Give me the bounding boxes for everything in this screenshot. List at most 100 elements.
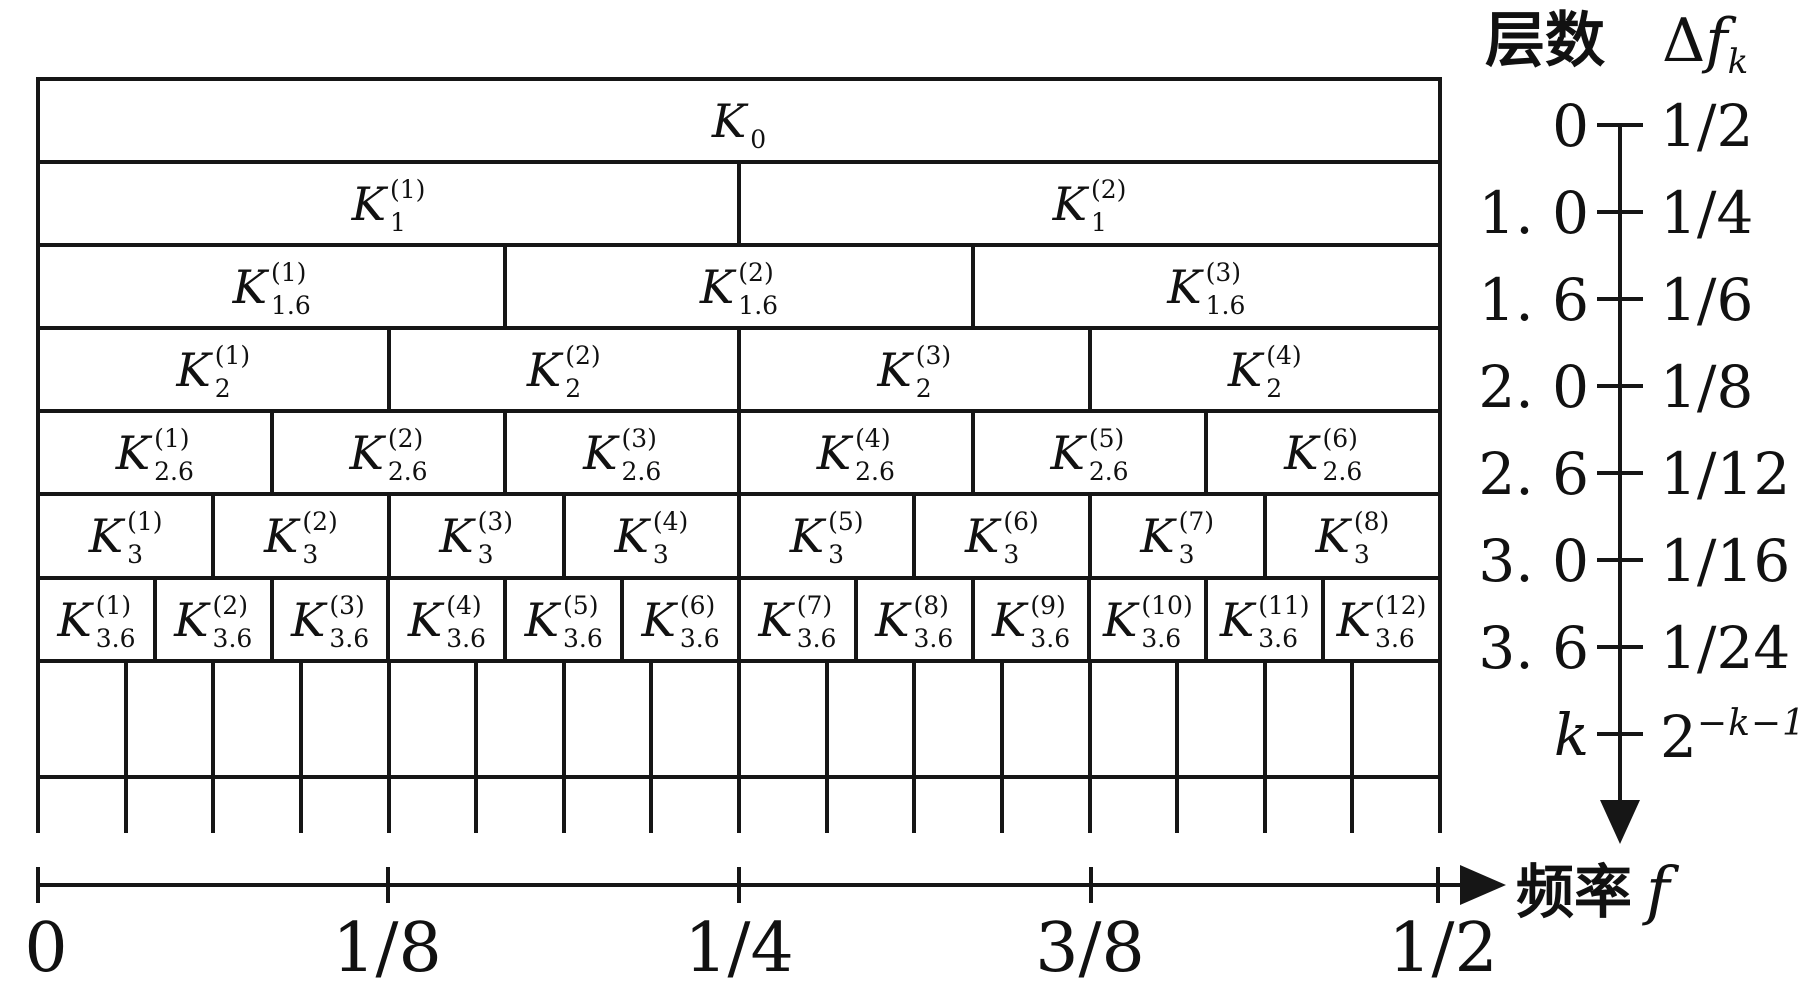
cell-K3.6-9: K (9) 3.6 <box>975 580 1092 659</box>
cell-superscript: (1) <box>127 507 163 536</box>
layer-tick-label: 0 <box>1552 92 1589 160</box>
k-scripts: (3) 1.6 <box>1206 260 1246 318</box>
grid-row-K1.6: K (1) 1.6 K (2) 1.6 K (3) 1.6 <box>36 243 1442 326</box>
cell-superscript: (3) <box>621 423 657 453</box>
grid-row-continuation-unlabeled <box>36 775 1442 833</box>
k-scripts: (3) 2 <box>916 343 951 401</box>
cell-K3-7: K (7) 3 <box>1092 496 1267 576</box>
subband-label: K (1) 2.6 <box>115 424 194 484</box>
k-symbol: K <box>291 592 326 647</box>
k-symbol: K <box>1227 342 1263 397</box>
k-symbol: K <box>349 425 384 480</box>
tick-mark <box>1597 123 1643 127</box>
cell-unlabeled <box>1179 779 1267 833</box>
k-symbol: K <box>1050 425 1085 480</box>
cell-superscript: (10) <box>1141 590 1193 620</box>
subband-label: K (3) 2 <box>877 341 951 401</box>
cell-K3.6-7: K (7) 3.6 <box>741 580 858 659</box>
k-symbol: K <box>524 592 560 647</box>
grid-row-K2.6: K (1) 2.6 K (2) 2.6 K (3) 2.6 K (4) 2.6 K (5) 2.6 K (6) 2… <box>36 409 1443 492</box>
k-symbol: K <box>1219 592 1255 647</box>
subband-label: K (5) 2.6 <box>1050 423 1128 484</box>
cell-superscript: (5) <box>828 507 864 536</box>
cell-superscript: (5) <box>1088 423 1125 453</box>
k-scripts: (4) 2.6 <box>855 426 895 484</box>
bandwidth-value: 1/4 <box>1660 179 1754 247</box>
down-arrowhead-icon <box>1600 800 1640 844</box>
k-symbol: K <box>351 176 386 231</box>
frequency-axis-title-cn: 频率 <box>1516 858 1633 926</box>
cell-superscript: (1) <box>270 257 307 287</box>
k-scripts: (1) 2 <box>215 343 250 401</box>
k-symbol: K <box>875 592 910 647</box>
k-symbol: K <box>583 425 618 480</box>
k-symbol: K <box>1052 176 1087 231</box>
layer-axis-title: 层数 <box>1485 6 1605 76</box>
subband-label: K (1) 2 <box>176 341 250 401</box>
k-scripts: (6) 2.6 <box>1323 426 1363 484</box>
cell-K3-1: K (1) 3 <box>40 496 216 576</box>
frequency-tick-label: 3/8 <box>1035 909 1145 987</box>
cell-superscript: (6) <box>1322 423 1358 453</box>
tick-mark <box>1597 384 1643 388</box>
k-symbol: K <box>789 509 825 563</box>
frequency-tick-label: 1/8 <box>332 909 442 987</box>
cell-K2.6-3: K (3) 2.6 <box>507 413 742 492</box>
cell-unlabeled <box>566 779 654 833</box>
f-symbol: f <box>1705 6 1728 76</box>
cell-superscript: (8) <box>913 590 949 620</box>
layer-tick-label: 2. 6 <box>1478 440 1589 508</box>
cell-subscript: 3 <box>477 540 494 569</box>
k-symbol: K <box>991 592 1027 647</box>
cell-K3-3: K (3) 3 <box>391 496 566 576</box>
tick-mark <box>1597 471 1643 475</box>
subband-label: K (2) 2.6 <box>349 424 427 484</box>
k-symbol: K <box>115 425 151 480</box>
k-scripts: (2) 3 <box>302 509 337 567</box>
subband-label: K (6) 3 <box>965 507 1039 567</box>
cell-K2.6-2: K (2) 2.6 <box>274 413 508 492</box>
k-symbol: K <box>711 93 747 148</box>
grid-row-K3: K (1) 3 K (2) 3 K (3) 3 K (4) 3 K (5) 3 K (6) 3 K (7) 3 K (8) 3 <box>36 492 1442 576</box>
cell-superscript: (4) <box>446 590 482 620</box>
grid-row-K2: K (1) 2 K (2) 2 K (3) 2 K (4) 2 <box>36 326 1442 409</box>
cell-subscript: 2 <box>1266 373 1283 403</box>
cell-subscript: 3 <box>652 540 669 569</box>
frequency-tick-label: 0 <box>24 909 68 987</box>
cell-unlabeled <box>40 663 128 775</box>
cell-K1-2: K (2) 1 <box>741 164 1442 243</box>
k-symbol: K <box>439 509 474 563</box>
cell-superscript: (3) <box>329 590 365 620</box>
subband-label: K (11) 3.6 <box>1219 591 1310 651</box>
subband-label: K (7) 3.6 <box>758 591 836 651</box>
bandwidth-value: 1/8 <box>1660 353 1754 421</box>
subband-label: K (9) 3.6 <box>991 591 1070 651</box>
layer-tick-label: 1. 0 <box>1478 179 1589 247</box>
k-symbol: K <box>88 509 124 563</box>
subband-label: K (1) 3 <box>88 507 163 567</box>
k-scripts: (1) 1.6 <box>271 260 311 318</box>
k-scripts: (5) 3 <box>828 509 863 567</box>
subband-label: K (2) 3.6 <box>174 591 252 651</box>
layer-tick-label: k <box>1553 701 1589 769</box>
k-symbol: K <box>641 592 676 647</box>
cell-subscript: 3.6 <box>1375 623 1415 653</box>
tick-mark <box>1597 558 1643 562</box>
k-scripts: (11) 3.6 <box>1258 593 1309 651</box>
k-scripts: (6) 3 <box>1003 509 1038 567</box>
k-symbol: K <box>1336 592 1372 647</box>
cell-unlabeled <box>1092 663 1180 775</box>
cell-K2.6-6: K (6) 2.6 <box>1208 413 1443 492</box>
cell-subscript: 0 <box>750 124 767 154</box>
k-scripts: 0 <box>750 94 766 152</box>
cell-subscript: 2.6 <box>855 456 895 486</box>
tick-mark <box>1597 645 1643 649</box>
cell-K2.6-5: K (5) 2.6 <box>975 413 1209 492</box>
cell-subscript: 3 <box>1353 540 1370 569</box>
cell-unlabeled <box>829 663 917 775</box>
cell-subscript: 3.6 <box>563 623 603 653</box>
cell-subscript: 1.6 <box>738 290 779 320</box>
cell-K1.6-1: K (1) 1.6 <box>40 247 508 326</box>
cell-subscript: 2 <box>565 373 582 403</box>
